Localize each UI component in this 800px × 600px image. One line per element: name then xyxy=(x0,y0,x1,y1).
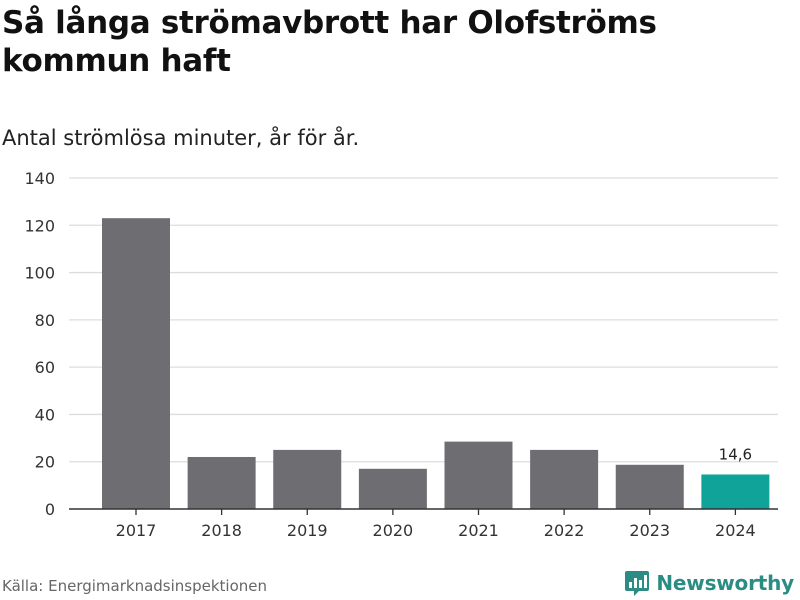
chart-subtitle: Antal strömlösa minuter, år för år. xyxy=(2,126,360,150)
x-tick-label: 2020 xyxy=(373,521,414,540)
bars xyxy=(102,218,770,509)
x-tick-label: 2017 xyxy=(116,521,157,540)
y-tick-label: 20 xyxy=(35,453,55,472)
bar-2023 xyxy=(615,464,684,509)
brand-logo: Newsworthy xyxy=(624,568,794,598)
x-tick-label: 2019 xyxy=(287,521,328,540)
bar-2017 xyxy=(102,218,170,509)
y-tick-label: 60 xyxy=(35,358,55,377)
y-tick-label: 80 xyxy=(35,311,55,330)
y-axis-ticks: 0 20 40 60 80 100 120 140 xyxy=(24,169,55,519)
bar-2021 xyxy=(444,441,513,509)
grid-lines xyxy=(69,177,778,463)
y-tick-label: 120 xyxy=(24,216,55,235)
bar-2019 xyxy=(273,449,342,509)
x-tick-label: 2018 xyxy=(201,521,242,540)
source-note: Källa: Energimarknadsinspektionen xyxy=(2,577,268,595)
x-tick-label: 2022 xyxy=(544,521,585,540)
x-tick-label: 2024 xyxy=(715,521,756,540)
bar-2020 xyxy=(358,468,427,509)
bar-2022 xyxy=(530,449,599,509)
data-labels: 14,6 xyxy=(719,445,752,463)
bar-2024 xyxy=(701,474,770,509)
x-tick-label: 2021 xyxy=(458,521,499,540)
bar-2018 xyxy=(187,456,256,509)
y-tick-label: 140 xyxy=(24,169,55,188)
y-tick-label: 0 xyxy=(45,500,55,519)
x-tick-label: 2023 xyxy=(629,521,670,540)
newsworthy-logo-icon xyxy=(625,571,650,596)
brand-name: Newsworthy xyxy=(656,571,794,595)
y-tick-label: 100 xyxy=(24,264,55,283)
x-axis-ticks: 2017 2018 2019 2020 2021 2022 2023 2024 xyxy=(116,509,756,540)
data-label-2024: 14,6 xyxy=(719,445,752,463)
chart-title: Så långa strömavbrott har Olofströms kom… xyxy=(2,5,657,79)
y-tick-label: 40 xyxy=(35,405,55,424)
